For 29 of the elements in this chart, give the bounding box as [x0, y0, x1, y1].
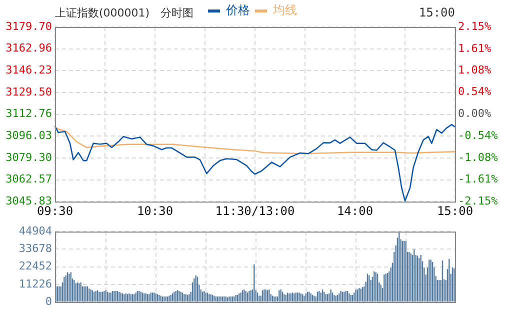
- y-tick-label: 11226: [18, 277, 52, 290]
- y2-tick-label: 1.61%: [458, 42, 492, 55]
- y2-tick-label: -0.54%: [458, 129, 498, 142]
- y-tick-label: 3162.96: [6, 42, 52, 55]
- y-tick-label: 3179.70: [6, 20, 52, 33]
- y2-tick-label: 1.08%: [458, 63, 492, 76]
- y2-tick-label: 2.15%: [458, 20, 492, 33]
- y-tick-label: 33678: [18, 242, 52, 256]
- y2-tick-label: 0.54%: [458, 85, 492, 98]
- y-tick-label: 22452: [18, 260, 52, 273]
- chart-title: 上证指数(000001): [55, 6, 150, 20]
- y-tick-label: 3112.76: [6, 107, 52, 120]
- y-tick-label: 44904: [18, 224, 52, 238]
- text: 15:00: [418, 6, 455, 20]
- x-tick-label: 11:30/13:00: [215, 204, 295, 218]
- y2-tick-label: 0.00%: [458, 107, 492, 120]
- y-tick-label: 0: [45, 294, 52, 308]
- y-tick-label: 3146.23: [6, 64, 52, 77]
- y-tick-label: 3062.57: [6, 172, 52, 186]
- y2-tick-label: -1.61%: [458, 172, 498, 186]
- y2-tick-label: -1.08%: [458, 151, 498, 164]
- legend-label: 均线: [272, 3, 297, 18]
- x-tick-label: 14:00: [336, 204, 374, 218]
- y-tick-label: 3096.03: [6, 128, 52, 142]
- legend-label: 价格: [225, 3, 250, 18]
- y-tick-label: 3129.50: [6, 85, 52, 98]
- y-tick-label: 3079.30: [6, 150, 52, 164]
- chart-subtitle: 分时图: [160, 6, 194, 20]
- x-tick-label: 10:30: [136, 204, 174, 218]
